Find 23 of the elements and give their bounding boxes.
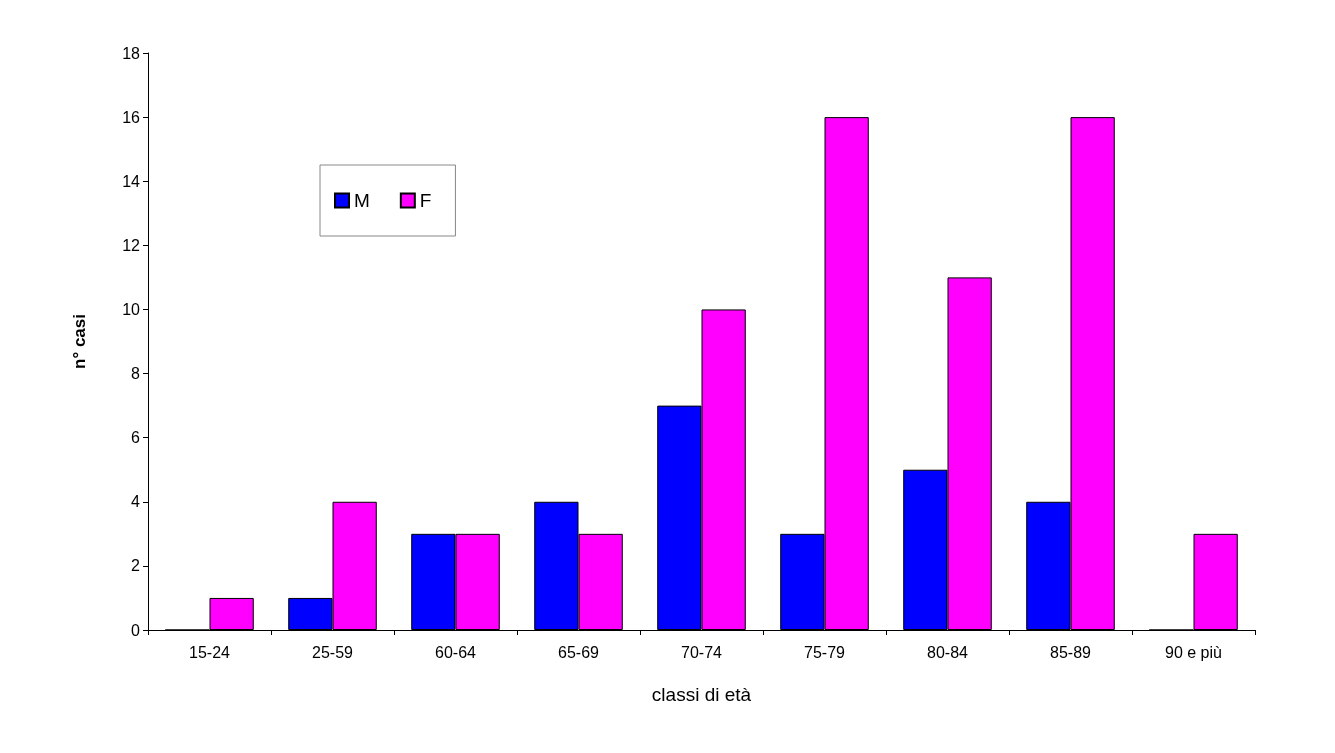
y-tick-label: 8 xyxy=(131,365,141,383)
x-tick-label: 90 e più xyxy=(1165,643,1222,661)
x-tick-label: 60-64 xyxy=(435,643,477,661)
y-tick-label: 16 xyxy=(122,108,141,126)
x-tick-label: 70-74 xyxy=(681,643,723,661)
y-axis-title: n° casi xyxy=(70,314,89,369)
y-tick-label: 4 xyxy=(131,493,141,511)
x-tick-label: 80-84 xyxy=(927,643,969,661)
y-tick-label: 18 xyxy=(122,44,141,62)
y-tick-label: 0 xyxy=(131,621,141,639)
legend-label: M xyxy=(354,190,370,211)
y-tick-label: 12 xyxy=(122,236,141,254)
y-tick-label: 10 xyxy=(122,300,141,318)
y-tick-label: 6 xyxy=(131,429,141,447)
x-tick-label: 75-79 xyxy=(804,643,846,661)
x-tick-label: 15-24 xyxy=(189,643,231,661)
x-tick-label: 25-59 xyxy=(312,643,354,661)
y-tick-label: 14 xyxy=(122,172,141,190)
x-tick-label: 65-69 xyxy=(558,643,600,661)
x-tick-label: 85-89 xyxy=(1050,643,1092,661)
x-axis-title: classi di età xyxy=(651,684,752,705)
y-tick-label: 2 xyxy=(131,557,141,575)
legend-label: F xyxy=(419,190,432,211)
